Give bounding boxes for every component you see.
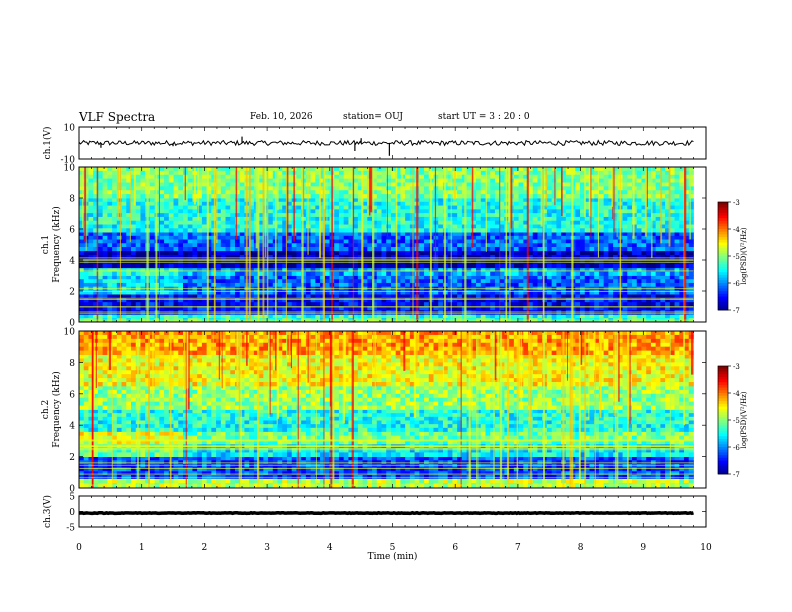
y-tick-label: 8 (69, 359, 75, 369)
y-tick-label: 6 (69, 226, 75, 236)
spectrogram-ch1_spectrogram (79, 167, 694, 323)
y-tick-label: 4 (69, 422, 75, 432)
x-tick-label: 0 (76, 543, 82, 553)
colorbar-tick-label: -6 (733, 280, 740, 288)
date-label: Feb. 10, 2026 (250, 112, 313, 122)
x-tick-label: 7 (515, 543, 521, 553)
y-tick-label: 10 (64, 164, 76, 174)
plot-title: VLF Spectra (79, 110, 156, 124)
x-tick-label: 1 (139, 543, 145, 553)
x-tick-label: 9 (640, 543, 646, 553)
y-tick-label: 0 (69, 485, 75, 495)
colorbar-tick-label: -7 (733, 471, 740, 479)
y-axis-label: ch.2Frequency (kHz) (41, 371, 62, 448)
x-tick-label: 2 (202, 543, 208, 553)
y-tick-label: 6 (69, 390, 75, 400)
y-tick-label: 0 (69, 508, 75, 518)
y-axis-label: ch.1(V) (42, 127, 53, 160)
x-axis-label: Time (min) (368, 551, 418, 562)
waveform-trace (78, 510, 694, 516)
y-tick-label: 4 (69, 257, 75, 267)
start-time-label: start UT = 3 : 20 : 0 (438, 112, 530, 122)
x-tick-label: 10 (700, 543, 712, 553)
y-tick-label: 2 (69, 288, 75, 298)
station-label: station= OUJ (343, 112, 404, 122)
waveform-ch3_waveform (78, 510, 694, 516)
y-tick-label: 10 (64, 328, 76, 338)
colorbar-label: log(PSD)(V²/Hz) (740, 391, 748, 448)
y-tick-label: -5 (66, 524, 75, 534)
colorbar-tick-label: -4 (733, 390, 740, 398)
colorbar-ch1_spectrogram: -3 -4 -5 -6 -7 log(PSD)(V²/Hz) (717, 199, 748, 315)
spectrogram-ch2_spectrogram (79, 331, 694, 489)
y-tick-label: 10 (64, 124, 76, 134)
colorbar-tick-label: -3 (733, 363, 740, 371)
waveform-ch1_waveform (78, 136, 694, 156)
y-axis-label: ch.1Frequency (kHz) (41, 206, 62, 283)
colorbar-tick-label: -6 (733, 444, 740, 452)
y-tick-label: 0 (69, 319, 75, 329)
y-tick-label: 8 (69, 195, 75, 205)
x-tick-label: 5 (390, 543, 396, 553)
x-tick-label: 3 (264, 543, 270, 553)
waveform-trace (78, 139, 694, 147)
colorbar-tick-label: -7 (733, 307, 740, 315)
x-tick-label: 8 (578, 543, 584, 553)
y-tick-label: 2 (69, 453, 75, 463)
y-tick-label: -10 (61, 156, 76, 166)
y-tick-label: 5 (69, 493, 75, 503)
colorbar-tick-label: -5 (733, 253, 740, 261)
x-tick-label: 4 (327, 543, 333, 553)
colorbar-tick-label: -3 (733, 199, 740, 207)
x-tick-label: 6 (452, 543, 458, 553)
colorbar-ch2_spectrogram: -3 -4 -5 -6 -7 log(PSD)(V²/Hz) (717, 363, 748, 479)
colorbar-tick-label: -4 (733, 226, 740, 234)
colorbar-tick-label: -5 (733, 417, 740, 425)
y-axis-label: ch.3(V) (42, 495, 53, 528)
colorbar-label: log(PSD)(V²/Hz) (740, 227, 748, 284)
